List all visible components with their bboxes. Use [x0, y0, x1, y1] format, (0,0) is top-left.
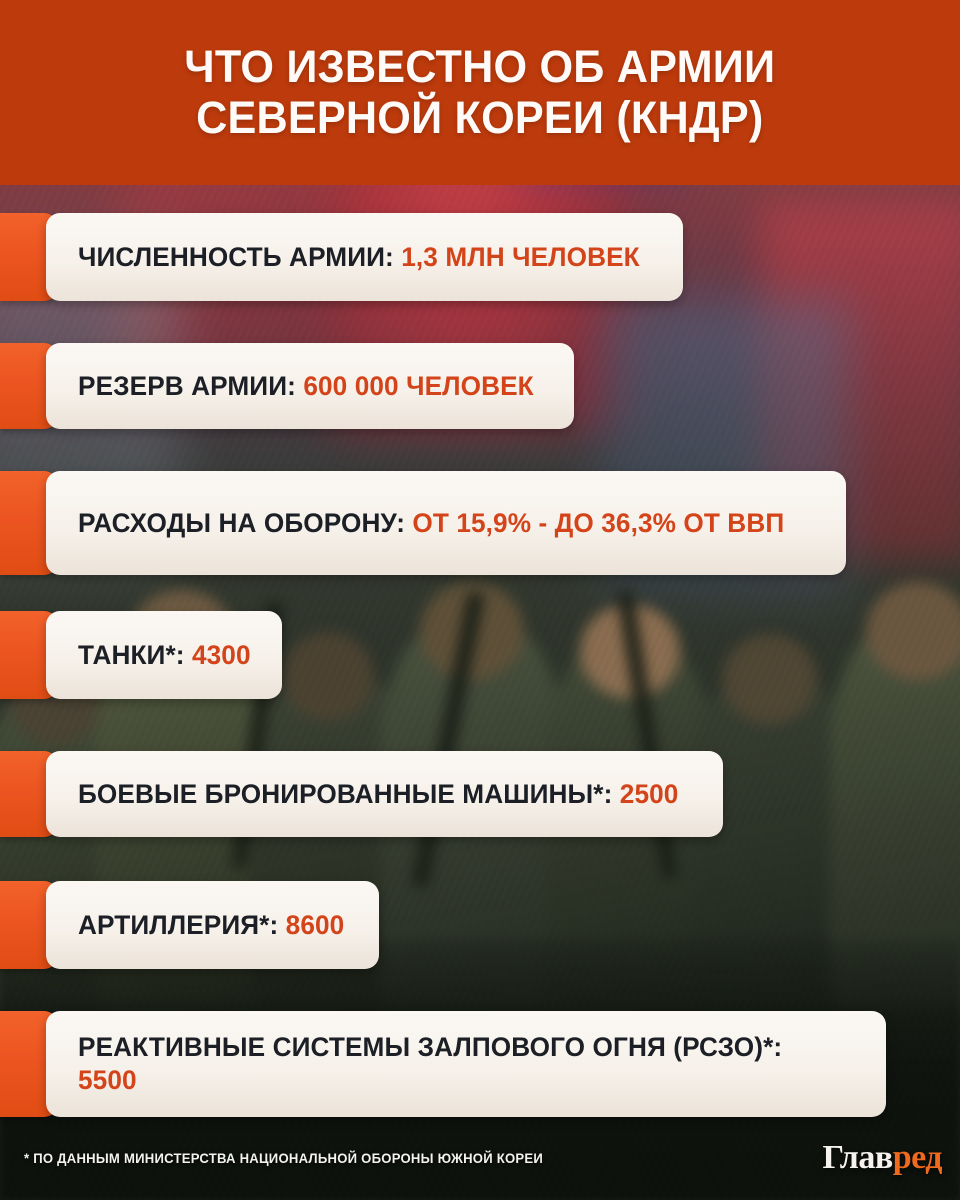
stat-label: ТАНКИ*: — [78, 639, 185, 670]
stat-label: РАСХОДЫ НА ОБОРОНУ: — [78, 507, 406, 538]
stat-text: РАСХОДЫ НА ОБОРОНУ: ОТ 15,9% - ДО 36,3% … — [78, 507, 784, 540]
stat-row: ТАНКИ*: 4300 — [0, 611, 960, 699]
stat-text: БОЕВЫЕ БРОНИРОВАННЫЕ МАШИНЫ*: 2500 — [78, 778, 678, 811]
stats-list: ЧИСЛЕННОСТЬ АРМИИ: 1,3 МЛН ЧЕЛОВЕК РЕЗЕР… — [0, 185, 960, 1117]
source-footnote: * ПО ДАННЫМ МИНИСТЕРСТВА НАЦИОНАЛЬНОЙ ОБ… — [24, 1150, 544, 1166]
stat-card: ЧИСЛЕННОСТЬ АРМИИ: 1,3 МЛН ЧЕЛОВЕК — [46, 213, 684, 301]
stat-card: РЕЗЕРВ АРМИИ: 600 000 ЧЕЛОВЕК — [46, 343, 574, 429]
stat-text: АРТИЛЛЕРИЯ*: 8600 — [78, 909, 344, 942]
stat-card: РАСХОДЫ НА ОБОРОНУ: ОТ 15,9% - ДО 36,3% … — [46, 471, 846, 575]
footer: * ПО ДАННЫМ МИНИСТЕРСТВА НАЦИОНАЛЬНОЙ ОБ… — [0, 1116, 960, 1200]
stat-text: РЕЗЕРВ АРМИИ: 600 000 ЧЕЛОВЕК — [78, 370, 534, 403]
stat-row: РЕЗЕРВ АРМИИ: 600 000 ЧЕЛОВЕК — [0, 343, 960, 429]
header-banner: ЧТО ИЗВЕСТНО ОБ АРМИИ СЕВЕРНОЙ КОРЕИ (КН… — [0, 0, 960, 185]
stat-value: 5500 — [78, 1065, 137, 1095]
logo-text-accent: ред — [892, 1139, 943, 1176]
stat-value: 8600 — [285, 909, 345, 940]
stat-label: АРТИЛЛЕРИЯ*: — [78, 909, 279, 940]
stat-label: ЧИСЛЕННОСТЬ АРМИИ: — [78, 241, 394, 272]
stat-value: 2500 — [619, 778, 679, 809]
stat-row: РЕАКТИВНЫЕ СИСТЕМЫ ЗАЛПОВОГО ОГНЯ (РСЗО)… — [0, 1011, 960, 1117]
stat-label: РЕАКТИВНЫЕ СИСТЕМЫ ЗАЛПОВОГО ОГНЯ (РСЗО)… — [78, 1032, 783, 1063]
stat-text: ТАНКИ*: 4300 — [78, 639, 251, 672]
stat-text: РЕАКТИВНЫЕ СИСТЕМЫ ЗАЛПОВОГО ОГНЯ (РСЗО)… — [78, 1031, 837, 1097]
stat-card: ТАНКИ*: 4300 — [46, 611, 282, 699]
stat-text: ЧИСЛЕННОСТЬ АРМИИ: 1,3 МЛН ЧЕЛОВЕК — [78, 241, 640, 274]
stat-value: 1,3 МЛН ЧЕЛОВЕК — [401, 241, 640, 272]
page-title: ЧТО ИЗВЕСТНО ОБ АРМИИ СЕВЕРНОЙ КОРЕИ (КН… — [184, 40, 776, 143]
stat-value: ОТ 15,9% - ДО 36,3% ОТ ВВП — [412, 507, 785, 538]
logo-text-primary: Глав — [822, 1139, 894, 1176]
stat-card: РЕАКТИВНЫЕ СИСТЕМЫ ЗАЛПОВОГО ОГНЯ (РСЗО)… — [46, 1011, 886, 1117]
stat-row: АРТИЛЛЕРИЯ*: 8600 — [0, 881, 960, 969]
stat-card: АРТИЛЛЕРИЯ*: 8600 — [46, 881, 379, 969]
glavred-logo[interactable]: Глав ред — [823, 1141, 943, 1175]
stat-row: БОЕВЫЕ БРОНИРОВАННЫЕ МАШИНЫ*: 2500 — [0, 751, 960, 837]
stat-value: 4300 — [191, 639, 251, 670]
stat-row: РАСХОДЫ НА ОБОРОНУ: ОТ 15,9% - ДО 36,3% … — [0, 471, 960, 575]
stat-card: БОЕВЫЕ БРОНИРОВАННЫЕ МАШИНЫ*: 2500 — [46, 751, 724, 837]
stat-label: БОЕВЫЕ БРОНИРОВАННЫЕ МАШИНЫ*: — [78, 778, 613, 809]
stat-value: 600 000 ЧЕЛОВЕК — [303, 370, 534, 401]
stat-label: РЕЗЕРВ АРМИИ: — [78, 370, 296, 401]
stat-row: ЧИСЛЕННОСТЬ АРМИИ: 1,3 МЛН ЧЕЛОВЕК — [0, 213, 960, 301]
